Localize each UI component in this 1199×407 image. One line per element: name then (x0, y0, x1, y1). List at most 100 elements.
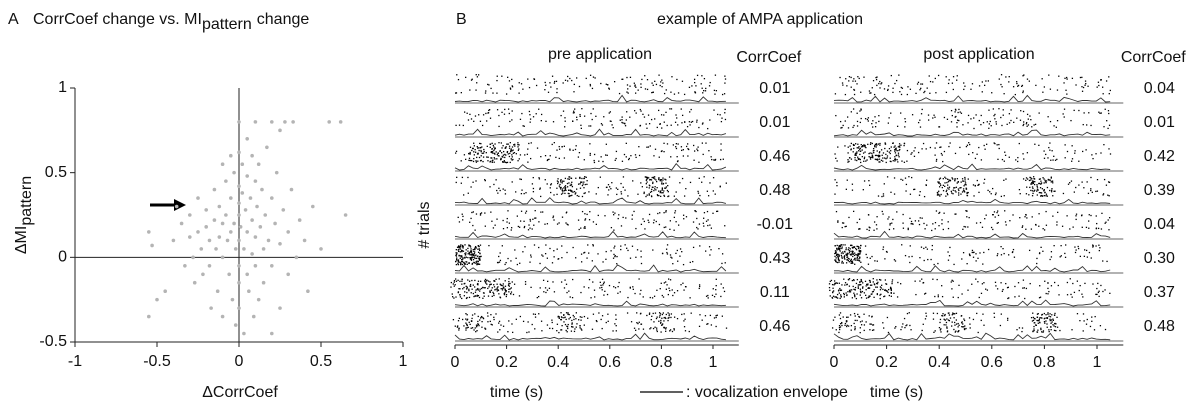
spike (537, 295, 540, 298)
spike (1103, 144, 1105, 146)
spike (465, 329, 467, 331)
spike (496, 287, 498, 289)
spike (564, 120, 566, 122)
raster-row (454, 176, 739, 206)
spike (938, 181, 940, 183)
spike (971, 251, 973, 254)
spike (665, 210, 667, 212)
spike (573, 318, 575, 321)
spike (579, 115, 581, 118)
spike (621, 121, 623, 124)
spike (670, 313, 673, 315)
spike (910, 153, 912, 155)
scatter-point (207, 238, 212, 243)
spike (846, 258, 848, 261)
spike (952, 296, 954, 298)
spike (937, 194, 939, 196)
spike (935, 158, 938, 161)
spike (509, 88, 512, 90)
spike (946, 178, 949, 180)
spike (648, 221, 650, 224)
spike (1082, 123, 1084, 126)
spike (1021, 327, 1024, 329)
spike (694, 92, 697, 94)
spike (650, 195, 653, 197)
spike (677, 124, 679, 126)
spike (470, 254, 472, 256)
spike (509, 282, 511, 285)
spike (473, 253, 476, 255)
spike (461, 176, 464, 179)
spike (856, 112, 858, 114)
spike (868, 296, 870, 298)
spike (852, 246, 855, 248)
spike (477, 323, 480, 326)
spike (923, 259, 925, 262)
scatter-point (237, 213, 241, 217)
spike (482, 292, 485, 294)
spike (605, 321, 607, 324)
spike (478, 296, 481, 299)
spike (973, 251, 975, 253)
spike (562, 110, 565, 112)
spike (458, 254, 460, 257)
spike (850, 142, 852, 145)
spike (666, 189, 669, 192)
spike (896, 296, 899, 298)
spike (968, 317, 971, 319)
spike (857, 255, 859, 257)
spike (1040, 327, 1042, 329)
spike (865, 297, 868, 299)
spike (479, 317, 482, 319)
spike (499, 259, 502, 262)
spike (997, 210, 999, 212)
spike (949, 179, 952, 182)
spike (1098, 290, 1100, 292)
spike (661, 252, 664, 255)
spike (601, 286, 603, 289)
spike (1109, 153, 1112, 155)
spike (465, 261, 467, 263)
spike (1070, 180, 1073, 182)
spike (882, 248, 884, 251)
spike (885, 161, 887, 164)
corrcoef-value: 0.11 (760, 284, 790, 301)
spike (571, 181, 573, 183)
corrcoef-value: 0.01 (759, 80, 790, 97)
spike (1035, 324, 1038, 326)
spike (871, 142, 873, 145)
spike (841, 226, 843, 229)
spike (920, 83, 922, 85)
spike (958, 284, 960, 287)
spike (1013, 256, 1016, 258)
spike (474, 255, 476, 257)
spike (850, 258, 853, 260)
spike (869, 295, 871, 297)
scatter-point (263, 213, 268, 217)
spike (613, 81, 616, 83)
spike (652, 84, 654, 86)
spike (974, 185, 976, 187)
spike (544, 155, 547, 157)
spike (1003, 252, 1005, 255)
spike (661, 317, 663, 319)
scatter-point (245, 230, 249, 234)
spike (669, 329, 672, 331)
spike (479, 255, 482, 258)
spike (848, 250, 850, 252)
spike (571, 322, 573, 324)
spike (553, 194, 555, 196)
spike (907, 228, 909, 231)
spike (1066, 78, 1068, 80)
spike (596, 320, 598, 323)
spike (480, 149, 482, 152)
spike (933, 114, 935, 116)
spike (617, 217, 619, 220)
spike (654, 326, 656, 328)
spike (1022, 110, 1025, 113)
spike (1031, 195, 1034, 197)
spike (477, 287, 479, 290)
scatter-point (256, 162, 261, 166)
spike (1091, 316, 1093, 318)
spike (834, 193, 836, 195)
